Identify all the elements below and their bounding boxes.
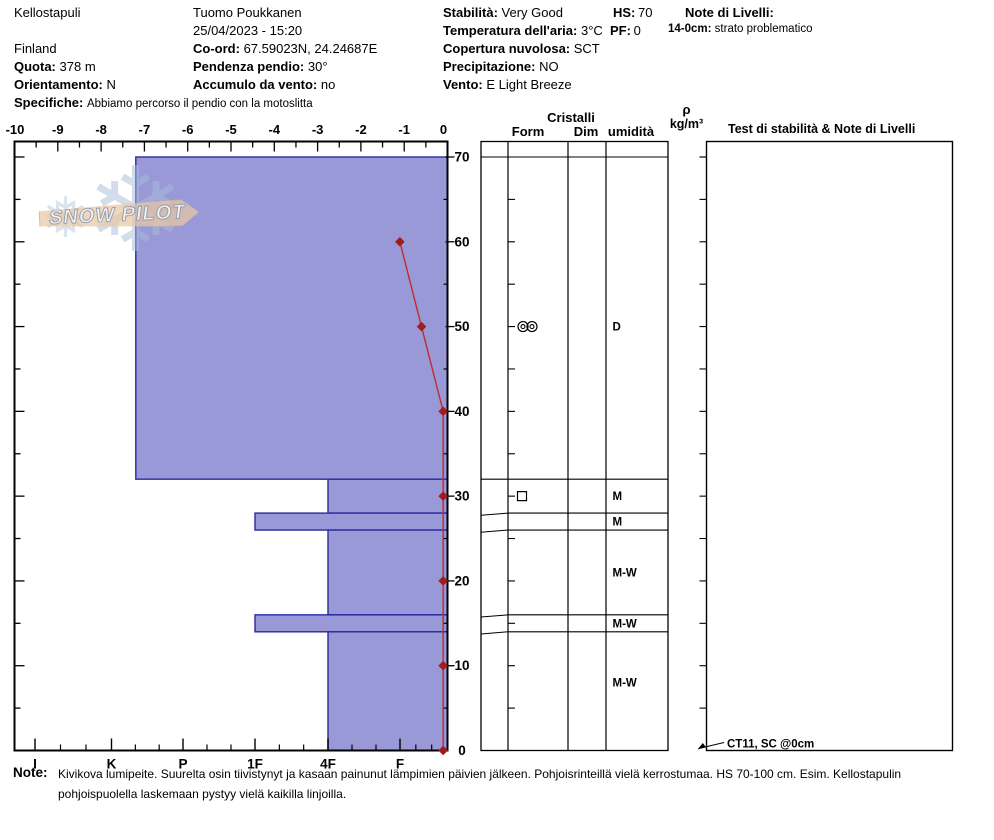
temperature-point — [438, 406, 448, 417]
layer-leader-line — [480, 512, 509, 516]
observer: Tuomo Poukkanen — [193, 5, 302, 20]
wetness-value: M-W — [613, 678, 637, 690]
temp-axis-label: -10 — [6, 122, 25, 137]
wind: Vento: E Light Breeze — [443, 77, 572, 92]
note-line-1: Kivikova lumipeite. Suurelta osin tiivis… — [58, 767, 902, 781]
hardness-axis-label: I — [33, 757, 37, 772]
layer-leader-line — [480, 631, 509, 635]
test-panel-header: Test di stabilità & Note di Livelli — [728, 122, 915, 136]
hardness-axis-label: K — [107, 757, 117, 772]
temperature-point — [395, 236, 405, 247]
temperature-point — [438, 491, 448, 501]
coordinates: Co-ord: 67.59023N, 24.24687E — [193, 41, 378, 56]
test-panel-frame — [705, 140, 954, 752]
sky-cover: Copertura nuvolosa: SCT — [443, 41, 600, 56]
layer-notes-header: Note di Livelli: — [685, 5, 774, 20]
hardness-axis-label: 1F — [247, 757, 263, 772]
slope-angle: Pendenza pendio: 30° — [193, 59, 328, 74]
temp-axis-label: -8 — [95, 122, 107, 137]
note-label: Note: — [13, 765, 48, 780]
snow-layer — [254, 512, 449, 531]
snow-layer — [327, 631, 449, 752]
umidita-col-header: umidità — [608, 124, 655, 139]
datetime: 25/04/2023 - 15:20 — [193, 23, 303, 38]
depth-axis-label: 10 — [454, 658, 469, 673]
temp-axis-label: -3 — [312, 122, 324, 137]
depth-axis-label: 50 — [454, 319, 469, 334]
stability-test-leader — [702, 742, 725, 748]
aspect: Orientamento: N — [14, 77, 116, 92]
snow-layer — [327, 478, 449, 514]
grain-facets-icon — [516, 491, 528, 502]
temp-axis-label: -1 — [398, 122, 410, 137]
temperature-point — [416, 321, 427, 332]
note-line-2: pohjoispuolella laskemaan pystyy vielä k… — [58, 787, 347, 801]
site-name: Kellostapuli — [14, 5, 81, 20]
temp-axis-label: -6 — [182, 122, 194, 137]
wetness-value: M — [613, 517, 623, 529]
grain-melt-forms-icon — [517, 320, 529, 333]
wetness-value: D — [613, 322, 621, 334]
temp-axis-label: -5 — [225, 122, 237, 137]
temp-axis-label: -9 — [52, 122, 64, 137]
wetness-value: M-W — [613, 618, 637, 630]
hardness-axis-label: F — [396, 757, 404, 772]
comments: Specifiche: Abbiamo percorso il pendio co… — [14, 95, 313, 110]
elevation: Quota: 378 m — [14, 59, 96, 74]
wind-loading: Accumulo da vento: no — [193, 77, 336, 92]
temperature-point — [438, 660, 448, 671]
hardness-axis-label: P — [178, 757, 187, 772]
temp-axis-label: -2 — [355, 122, 367, 137]
temp-axis-label: -4 — [269, 122, 281, 137]
snow-layer — [327, 529, 449, 616]
precipitation: Precipitazione: NO — [443, 59, 559, 74]
penetration-foot: PF: 0 — [610, 23, 641, 38]
depth-axis-label: 60 — [454, 234, 469, 249]
form-col-header: Form — [512, 124, 545, 139]
stability-test-arrow-icon — [697, 743, 706, 750]
snow-layer — [254, 614, 449, 633]
country: Finland — [14, 41, 57, 56]
stability: Stabilità: Very Good — [443, 5, 563, 20]
depth-axis-label: 40 — [454, 404, 469, 419]
grain-melt-forms-icon — [520, 324, 526, 330]
cristalli-header: Cristalli — [547, 110, 595, 125]
stability-test-label: CT11, SC @0cm — [727, 739, 814, 751]
temp-axis-label: -7 — [139, 122, 151, 137]
temperature-point — [438, 576, 448, 586]
density-symbol: ρ — [682, 102, 690, 117]
wetness-value: M-W — [613, 567, 637, 579]
temperature-point — [438, 745, 448, 756]
grain-melt-forms-icon — [529, 324, 535, 330]
depth-axis-label: 20 — [454, 573, 469, 588]
grain-melt-forms-icon — [526, 320, 538, 333]
air-temperature: Temperatura dell'aria: 3°C — [443, 23, 603, 38]
depth-axis-label: 70 — [454, 150, 469, 165]
depth-axis-label: 30 — [454, 489, 469, 504]
temp-axis-label: 0 — [440, 122, 447, 137]
snow-height: HS: 70 — [613, 5, 653, 20]
layer-note-item: 14-0cm: strato problematico — [668, 23, 813, 35]
crystal-table-frame — [480, 140, 669, 752]
layer-leader-line — [480, 529, 509, 533]
wetness-value: M — [613, 491, 623, 503]
density-unit: kg/m³ — [670, 117, 703, 131]
dim-col-header: Dim — [574, 124, 599, 139]
depth-axis-label: 0 — [458, 743, 466, 758]
layer-leader-line — [480, 614, 509, 618]
hardness-axis-label: 4F — [320, 757, 336, 772]
